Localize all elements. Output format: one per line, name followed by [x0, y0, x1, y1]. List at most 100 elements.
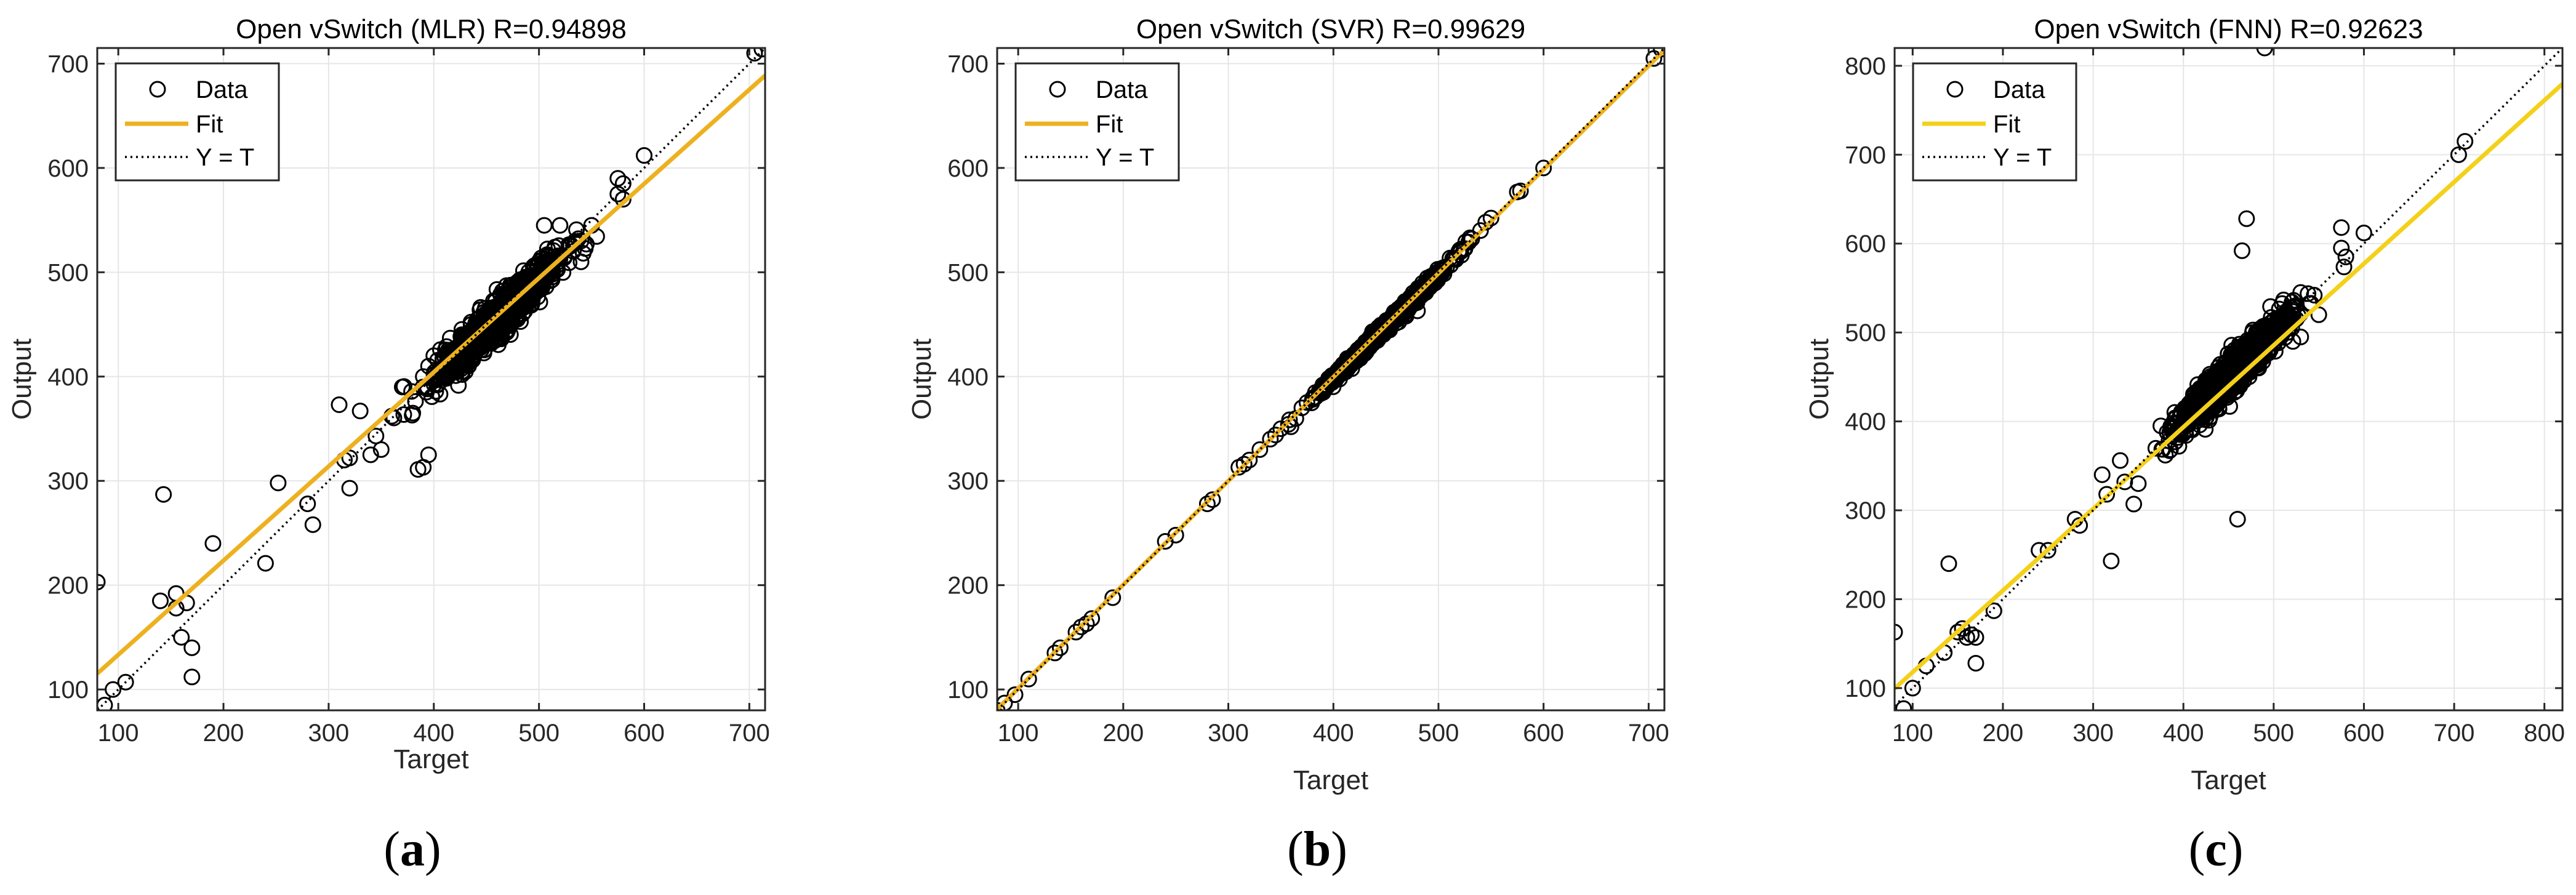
data-point — [2112, 452, 2129, 469]
x-tick-label: 500 — [2253, 720, 2294, 747]
data-point — [395, 406, 412, 423]
data-point — [97, 574, 106, 591]
data-point — [1067, 624, 1085, 641]
data-point — [1967, 629, 1984, 646]
data-point — [468, 342, 485, 359]
data-point — [2284, 333, 2301, 350]
data-point — [997, 694, 1013, 710]
y-tick-label: 200 — [47, 572, 89, 600]
data-point — [572, 253, 590, 270]
data-point — [2200, 384, 2217, 401]
data-point — [491, 303, 508, 320]
legend-label-data: Data — [1096, 76, 1148, 103]
data-point — [2450, 146, 2467, 163]
data-point — [404, 404, 422, 422]
data-point — [753, 48, 765, 58]
x-tick-label: 700 — [1628, 720, 1669, 747]
data-point — [257, 555, 274, 572]
x-tick-label: 500 — [518, 720, 560, 747]
x-tick-label: 300 — [308, 720, 350, 747]
data-point — [2337, 248, 2354, 265]
data-point — [476, 333, 494, 350]
data-point — [1006, 686, 1024, 704]
data-point — [394, 379, 411, 396]
data-point — [2335, 259, 2353, 276]
legend: Data Fit Y = T — [114, 62, 280, 182]
data-point — [1482, 209, 1499, 227]
data-point — [2153, 417, 2170, 435]
data-point — [1409, 302, 1426, 319]
chart-title: Open vSwitch (SVR) R=0.99629 — [1136, 14, 1525, 44]
legend-label-fit: Fit — [1096, 111, 1123, 138]
data-point — [453, 321, 470, 338]
data-point — [173, 628, 190, 646]
data-point — [1330, 364, 1347, 381]
data-point — [636, 147, 653, 164]
data-point — [2170, 438, 2188, 455]
data-point — [1272, 420, 1290, 437]
data-point — [362, 446, 379, 464]
y-tick-label: 300 — [47, 468, 89, 495]
identity-line — [997, 48, 1664, 710]
data-point — [2237, 349, 2254, 366]
data-point — [1046, 644, 1064, 662]
data-point — [2098, 486, 2116, 503]
data-layer — [997, 48, 1664, 710]
data-point — [1320, 372, 1337, 390]
data-point — [503, 312, 520, 329]
x-axis-label: Target — [393, 744, 468, 774]
data-point — [423, 388, 441, 405]
axes-frame — [996, 47, 1666, 712]
plot-svr: 100 200 300 400 500 600 700 100 200 300 400 500 600 7… — [907, 14, 1669, 795]
data-point — [552, 217, 569, 234]
y-tick-label: 600 — [47, 155, 89, 182]
data-point — [1451, 243, 1468, 260]
y-tick-label: 400 — [1845, 409, 1886, 436]
data-point — [2300, 285, 2317, 302]
data-point — [2103, 552, 2120, 569]
data-point — [372, 441, 390, 458]
data-point — [1281, 411, 1298, 428]
data-point — [341, 480, 358, 497]
x-tick-label: 600 — [624, 720, 665, 747]
data-point — [1940, 555, 1957, 572]
data-point — [2283, 319, 2300, 337]
data-point — [1167, 526, 1184, 544]
data-point — [270, 475, 287, 492]
legend-label-identity: Y = T — [1096, 144, 1154, 171]
data-point — [1372, 324, 1389, 342]
data-point — [1421, 274, 1438, 291]
data-point — [2306, 287, 2323, 304]
x-tick-label: 800 — [2524, 720, 2565, 747]
data-point — [1985, 602, 2002, 619]
x-tick-label: 100 — [1892, 720, 1933, 747]
x-tick-label: 500 — [1418, 720, 1459, 747]
chart-title: Open vSwitch (MLR) R=0.94898 — [236, 14, 627, 44]
data-point — [331, 396, 348, 414]
data-point — [1512, 182, 1529, 199]
identity-line — [97, 48, 765, 710]
data-point — [2205, 394, 2223, 411]
data-point — [1051, 639, 1069, 656]
data-point — [1104, 589, 1121, 606]
legend-data-marker — [1946, 81, 1964, 98]
data-point — [1020, 670, 1037, 688]
data-point — [1078, 615, 1095, 632]
data-point — [1293, 399, 1310, 417]
legend-label-identity: Y = T — [1993, 144, 2052, 171]
data-point — [2195, 390, 2212, 407]
data-point — [1262, 430, 1279, 448]
data-point — [562, 238, 579, 255]
data-point — [2130, 475, 2147, 492]
legend-label-data: Data — [1993, 76, 2045, 103]
x-tick-label: 700 — [729, 720, 770, 747]
legend-label-data: Data — [196, 76, 248, 103]
legend-label-fit: Fit — [1993, 111, 2020, 138]
data-layer — [1895, 48, 2562, 710]
data-point — [496, 325, 513, 342]
y-tick-label: 200 — [1845, 586, 1886, 613]
data-point — [152, 592, 169, 609]
data-point — [447, 342, 465, 359]
plot-mlr: 100 200 300 400 500 600 700 100 200 300 400 500 600 7… — [7, 14, 770, 774]
data-point — [614, 191, 632, 208]
